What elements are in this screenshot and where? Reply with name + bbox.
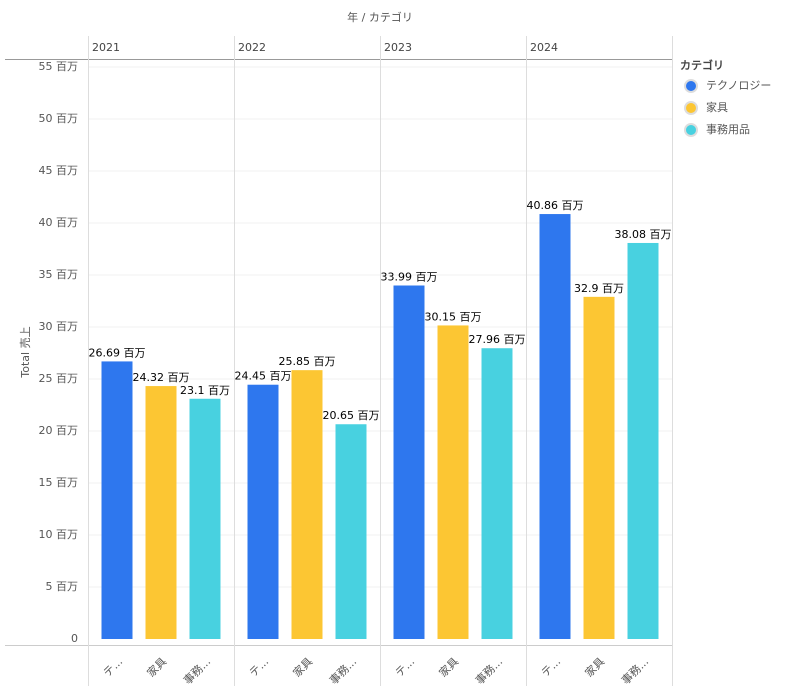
value-label: 30.15 百万	[425, 310, 482, 323]
value-label: 26.69 百万	[89, 346, 146, 359]
bar	[481, 348, 513, 639]
y-tick-label: 5 百万	[46, 580, 79, 593]
legend-swatch	[684, 101, 698, 115]
value-label: 25.85 百万	[279, 355, 336, 368]
group-label: 2024	[530, 41, 558, 54]
x-tick-label: テ...	[101, 655, 125, 679]
group-label: 2023	[384, 41, 412, 54]
x-tick-label: テ...	[539, 655, 563, 679]
value-label: 27.96 百万	[469, 333, 526, 346]
x-tick-label: 事務...	[472, 654, 505, 687]
x-tick-label: 家具	[436, 654, 461, 679]
y-tick-label: 40 百万	[39, 216, 79, 229]
legend-swatch	[684, 79, 698, 93]
chart-title: 年 / カテゴリ	[347, 10, 413, 24]
value-label: 32.9 百万	[574, 282, 624, 295]
y-axis-title: Total 売上	[19, 326, 32, 378]
bar	[247, 384, 279, 639]
y-tick-label: 10 百万	[39, 528, 79, 541]
value-label: 24.45 百万	[235, 370, 292, 383]
value-label: 24.32 百万	[133, 371, 190, 384]
bar	[583, 296, 615, 639]
y-tick-label: 15 百万	[39, 476, 79, 489]
x-tick-label: 家具	[144, 654, 169, 679]
bar	[335, 424, 367, 639]
y-tick-label: 20 百万	[39, 424, 79, 437]
bar	[539, 214, 571, 639]
bar	[393, 285, 425, 639]
value-label: 33.99 百万	[381, 271, 438, 284]
group-label: 2021	[92, 41, 120, 54]
x-tick-label: テ...	[393, 655, 417, 679]
x-tick-label: 事務...	[180, 654, 213, 687]
x-tick-label: 事務...	[326, 654, 359, 687]
x-tick-label: テ...	[247, 655, 271, 679]
value-label: 38.08 百万	[615, 228, 672, 241]
bar	[437, 325, 469, 639]
legend-label: 事務用品	[706, 122, 750, 136]
legend-swatch	[684, 123, 698, 137]
bar	[291, 370, 323, 639]
y-tick-label: 25 百万	[39, 372, 79, 385]
y-tick-label: 30 百万	[39, 320, 79, 333]
y-tick-label: 35 百万	[39, 268, 79, 281]
legend-title: カテゴリ	[680, 58, 724, 72]
x-tick-label: 事務...	[618, 654, 651, 687]
x-tick-label: 家具	[290, 654, 315, 679]
y-tick-label: 0	[71, 632, 78, 645]
y-tick-label: 45 百万	[39, 164, 79, 177]
y-tick-label: 50 百万	[39, 112, 79, 125]
legend-label: 家具	[706, 100, 728, 114]
value-label: 40.86 百万	[527, 199, 584, 212]
y-tick-label: 55 百万	[39, 60, 79, 73]
group-label: 2022	[238, 41, 266, 54]
value-label: 20.65 百万	[323, 409, 380, 422]
bar	[627, 242, 659, 639]
bar	[101, 361, 133, 639]
bar	[189, 398, 221, 639]
value-label: 23.1 百万	[180, 384, 230, 397]
x-tick-label: 家具	[582, 654, 607, 679]
legend-label: テクノロジー	[706, 79, 771, 92]
bar	[145, 386, 177, 639]
